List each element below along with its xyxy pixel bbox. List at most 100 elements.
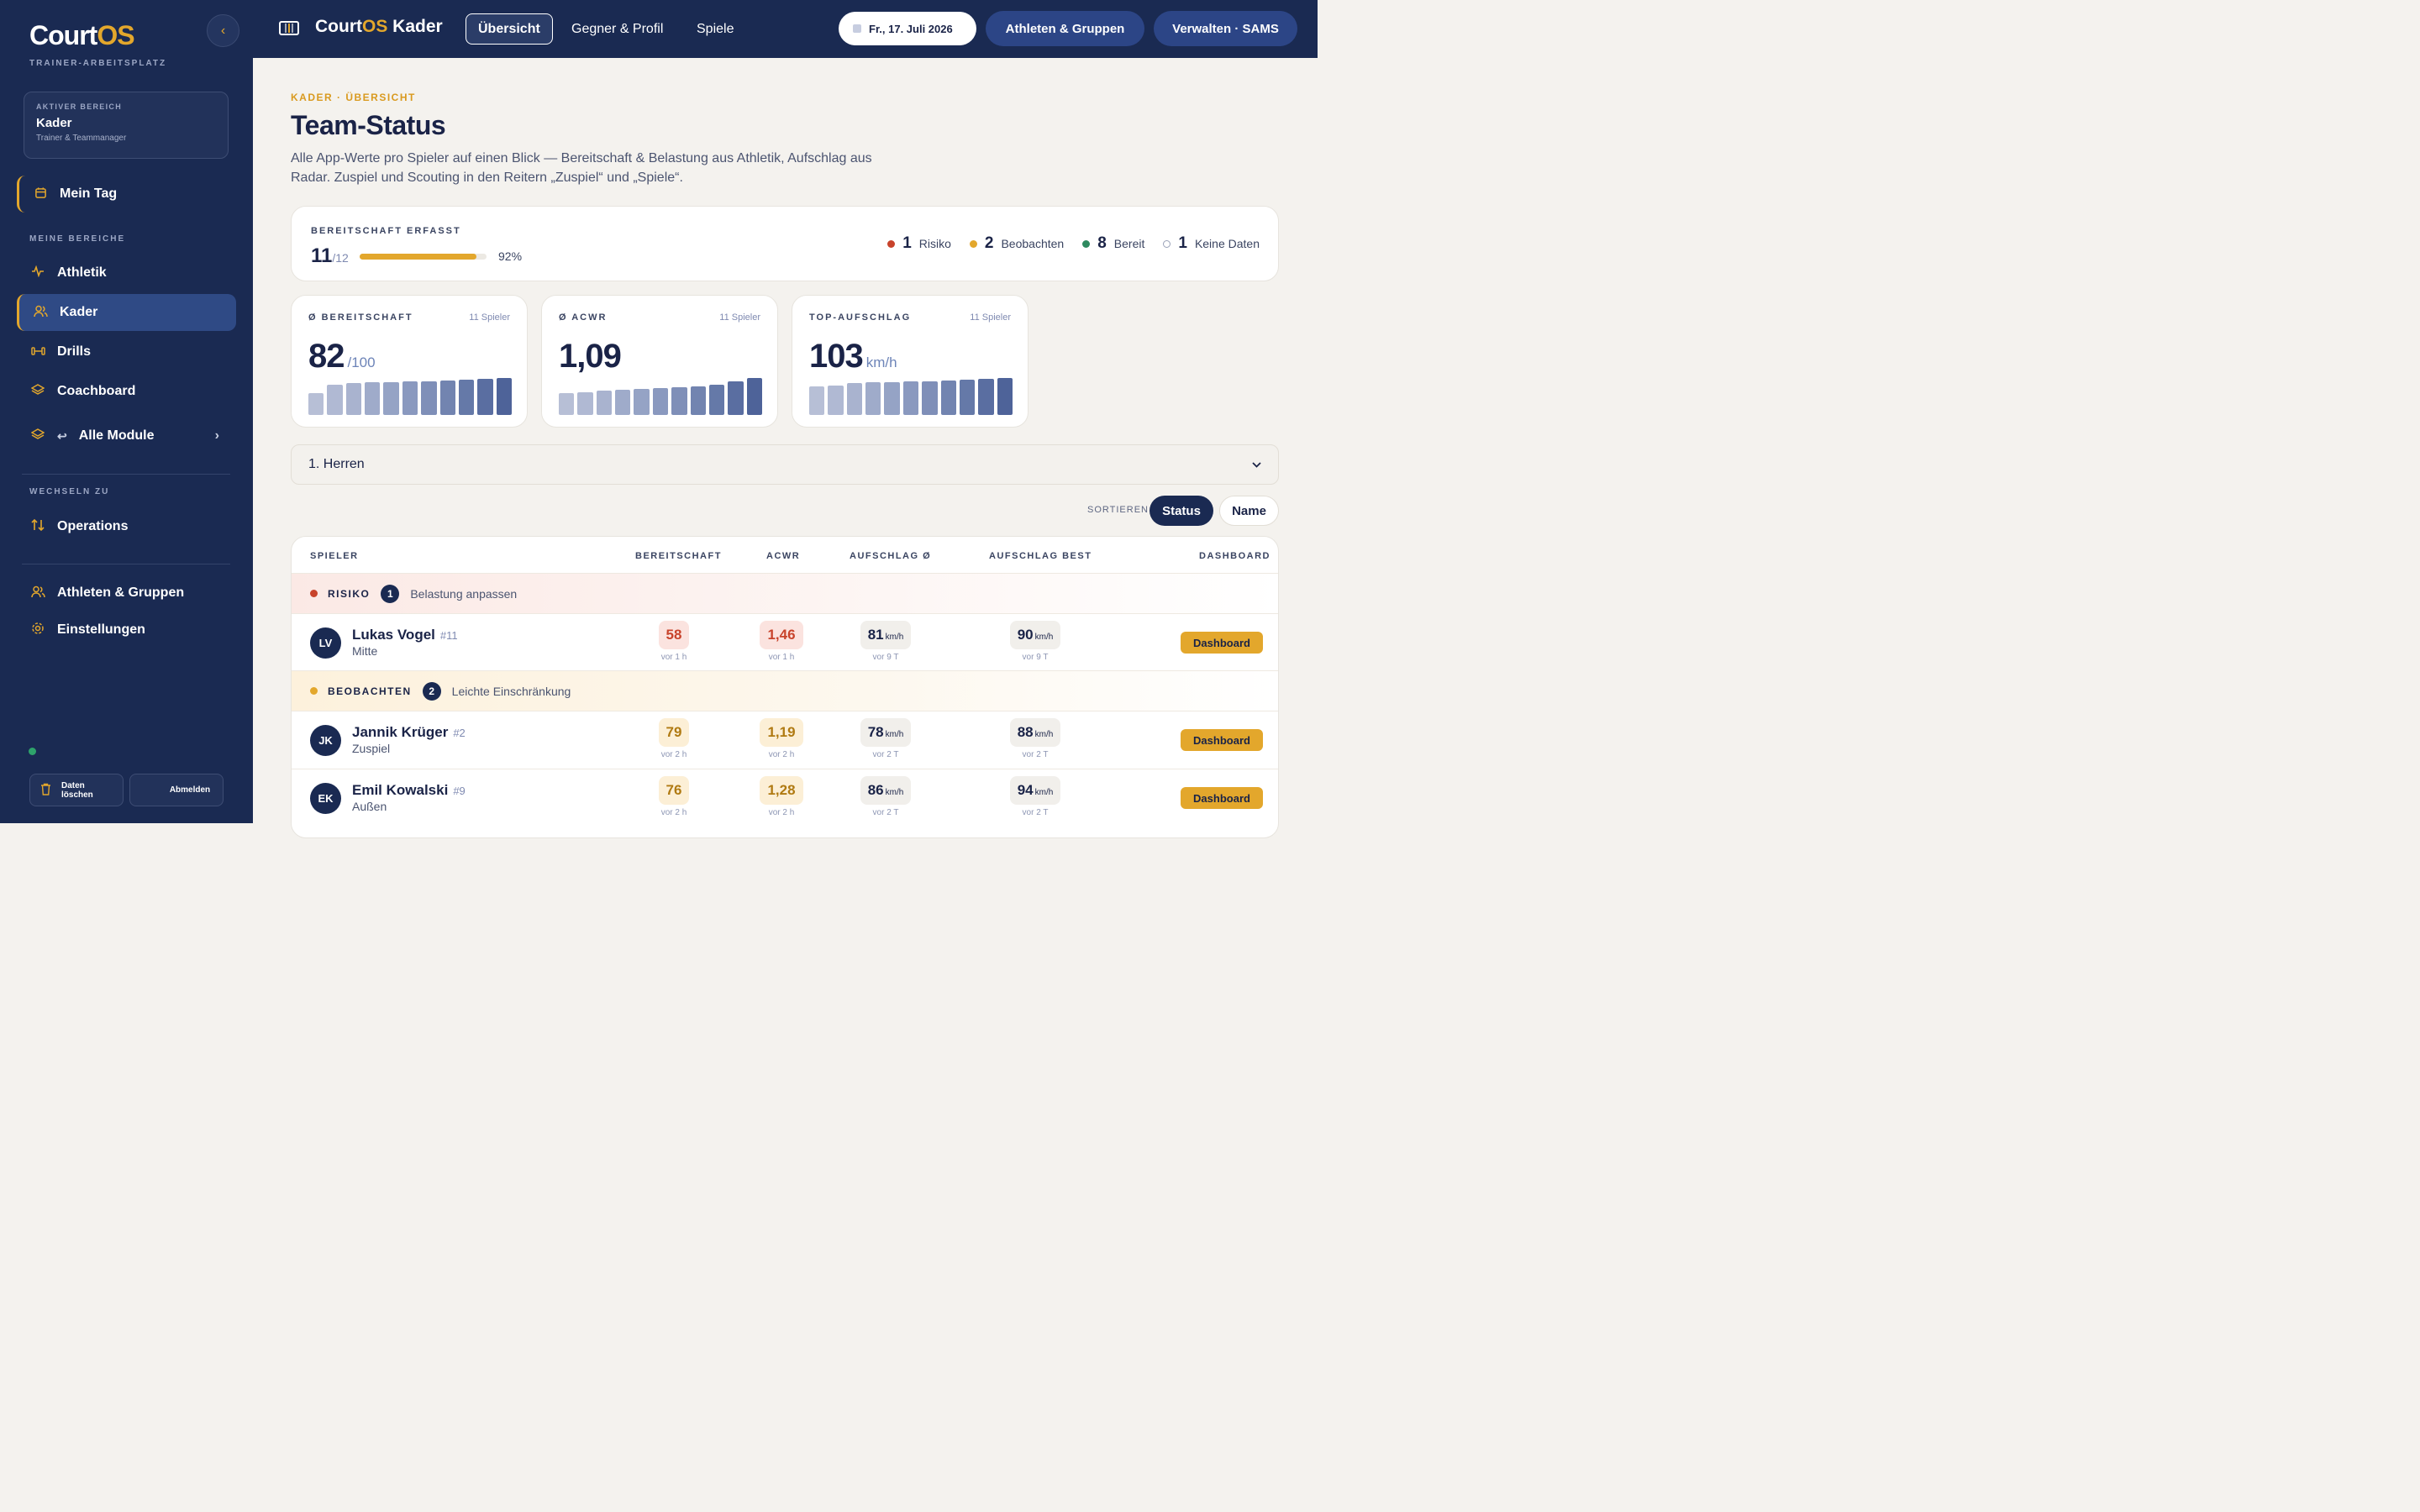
sidebar-item-athleten-gruppen[interactable]: Athleten & Gruppen xyxy=(17,575,236,612)
sidebar-item-drills[interactable]: Drills xyxy=(17,333,236,370)
serve-best-time: vor 2 T xyxy=(1022,750,1049,759)
readiness-value: 58 xyxy=(658,621,690,649)
serve-avg-value: 78 km/h xyxy=(860,718,912,747)
stat-card-top-aufschlag: TOP-AUFSCHLAG 11 Spieler 103 km/h xyxy=(792,295,1028,428)
dashboard-button[interactable]: Dashboard xyxy=(1181,787,1263,809)
legend-label: Risiko xyxy=(918,237,951,250)
status-dot xyxy=(1082,239,1091,248)
stat-card-acwr: Ø ACWR 11 Spieler 1,09 xyxy=(541,295,778,428)
stat-label: Ø ACWR xyxy=(559,312,608,323)
tab-gegner-profil[interactable]: Gegner & Profil xyxy=(571,21,664,36)
online-status-dot xyxy=(29,748,36,755)
tab-spiele[interactable]: Spiele xyxy=(697,21,734,36)
group-description: Belastung anpassen xyxy=(410,586,518,601)
legend-item-keine-daten[interactable]: 1 Keine Daten xyxy=(1163,234,1260,253)
serve-avg-value: 86 km/h xyxy=(860,776,912,805)
calendar-icon xyxy=(33,186,48,202)
legend-item-bereit[interactable]: 8 Bereit xyxy=(1082,234,1144,253)
logo-subtitle: TRAINER-ARBEITSPLATZ xyxy=(29,59,167,68)
spark-bar xyxy=(652,388,669,415)
clear-data-label: Daten löschen xyxy=(61,780,93,800)
readiness-progress-bar xyxy=(360,254,487,260)
sidebar-item-mein-tag[interactable]: Mein Tag xyxy=(17,176,236,213)
stat-value-number: 103 xyxy=(809,338,864,375)
legend-label: Keine Daten xyxy=(1194,237,1260,250)
player-position: Außen xyxy=(352,800,387,813)
stat-player-count: 11 Spieler xyxy=(469,312,510,323)
athletes-groups-button[interactable]: Athleten & Gruppen xyxy=(986,11,1144,46)
sort-name-button[interactable]: Name xyxy=(1219,496,1279,526)
column-header[interactable]: AUFSCHLAG BEST xyxy=(989,551,1092,561)
legend-item-beobachten[interactable]: 2 Beobachten xyxy=(969,234,1064,253)
collapse-sidebar-button[interactable]: ‹ xyxy=(207,14,239,47)
readiness-count-value: 11 xyxy=(311,244,333,267)
column-header[interactable]: SPIELER xyxy=(310,551,359,561)
table-row[interactable]: JK Jannik Krüger #2 Zuspiel 79 vor 2 h 1,1… xyxy=(292,711,1278,768)
sidebar-item-label: Operations xyxy=(57,519,129,533)
player-name-text: Jannik Krüger xyxy=(352,724,449,740)
logo-accent: OS xyxy=(97,20,134,50)
sort-label: SORTIEREN xyxy=(1087,505,1149,515)
acwr-time: vor 2 h xyxy=(768,750,795,759)
column-header[interactable]: DASHBOARD xyxy=(1199,551,1270,561)
sort-status-button[interactable]: Status xyxy=(1150,496,1213,526)
dashboard-button[interactable]: Dashboard xyxy=(1181,632,1263,654)
serve-best-time: vor 9 T xyxy=(1022,653,1049,662)
player-name[interactable]: Lukas Vogel #11 xyxy=(352,627,458,643)
date-picker[interactable]: Fr., 17. Juli 2026 xyxy=(839,12,976,45)
manage-sams-button[interactable]: Verwalten · SAMS xyxy=(1154,11,1297,46)
legend-item-risiko[interactable]: 1 Risiko xyxy=(887,234,951,253)
spark-bar xyxy=(708,384,725,415)
spark-bar xyxy=(365,382,381,415)
page-title: Team-Status xyxy=(291,110,446,140)
tab-uebersicht[interactable]: Übersicht xyxy=(466,13,553,45)
sidebar-item-alle-module[interactable]: ↩ Alle Module › xyxy=(17,417,236,454)
table-row[interactable]: LV Lukas Vogel #11 Mitte 58 vor 1 h 1,46 vo… xyxy=(292,613,1278,670)
sidebar-item-operations[interactable]: Operations xyxy=(17,508,236,545)
player-name[interactable]: Jannik Krüger #2 xyxy=(352,724,466,741)
legend-label: Bereit xyxy=(1113,237,1145,250)
logout-button[interactable]: Abmelden xyxy=(129,774,224,806)
serve-best-number: 94 xyxy=(1017,782,1034,798)
sidebar-item-athletik[interactable]: Athletik xyxy=(17,255,236,291)
group-count-badge: 1 xyxy=(381,584,400,603)
status-legend: 1 Risiko 2 Beobachten 8 Bereit 1 Keine Daten xyxy=(869,234,1260,253)
column-header[interactable]: BEREITSCHAFT xyxy=(635,551,722,561)
stat-unit: km/h xyxy=(865,354,897,370)
spark-bar xyxy=(922,381,938,415)
return-icon: ↩ xyxy=(57,428,67,443)
acwr-cell: 1,28 vor 2 h xyxy=(752,776,811,817)
dumbbell-icon xyxy=(30,345,45,360)
readiness-cell: 58 vor 1 h xyxy=(644,621,703,662)
serve-best-number: 88 xyxy=(1017,724,1034,740)
column-header[interactable]: AUFSCHLAG Ø xyxy=(850,551,932,561)
team-select[interactable]: 1. Herren xyxy=(291,444,1279,485)
table-row[interactable]: EK Emil Kowalski #9 Außen 76 vor 2 h 1,28 v… xyxy=(292,769,1278,826)
player-name[interactable]: Emil Kowalski #9 xyxy=(352,782,466,799)
chevron-right-icon: › xyxy=(214,428,219,443)
sidebar-item-einstellungen[interactable]: Einstellungen xyxy=(17,612,236,648)
column-header[interactable]: ACWR xyxy=(766,551,801,561)
clear-data-button[interactable]: Daten löschen xyxy=(29,774,124,806)
acwr-time: vor 2 h xyxy=(768,808,795,817)
spark-bar xyxy=(940,381,956,415)
readiness-count: 11/12 xyxy=(311,244,349,268)
stat-sparkbars xyxy=(308,378,512,415)
sidebar-item-label: Coachboard xyxy=(57,384,136,398)
acwr-time: vor 1 h xyxy=(768,653,795,662)
dashboard-button[interactable]: Dashboard xyxy=(1181,729,1263,751)
acwr-value: 1,19 xyxy=(760,718,803,747)
group-header-beobachten: BEOBACHTEN 2 Leichte Einschränkung xyxy=(292,670,1278,711)
spark-bar xyxy=(959,380,976,415)
readiness-value: 79 xyxy=(658,718,690,747)
active-area-card[interactable]: AKTIVER BEREICH Kader Trainer & Teammana… xyxy=(24,92,229,159)
stat-label: Ø BEREITSCHAFT xyxy=(308,312,413,323)
app-title-text: Court xyxy=(315,17,362,36)
sidebar-item-label: Athleten & Gruppen xyxy=(57,585,185,600)
sidebar-item-coachboard[interactable]: Coachboard xyxy=(17,373,236,410)
active-area-sub: Trainer & Teammanager xyxy=(36,134,127,143)
date-text: Fr., 17. Juli 2026 xyxy=(869,22,953,35)
sidebar-item-kader[interactable]: Kader xyxy=(17,294,236,331)
legend-count: 2 xyxy=(984,234,994,252)
spark-bar xyxy=(690,386,706,415)
